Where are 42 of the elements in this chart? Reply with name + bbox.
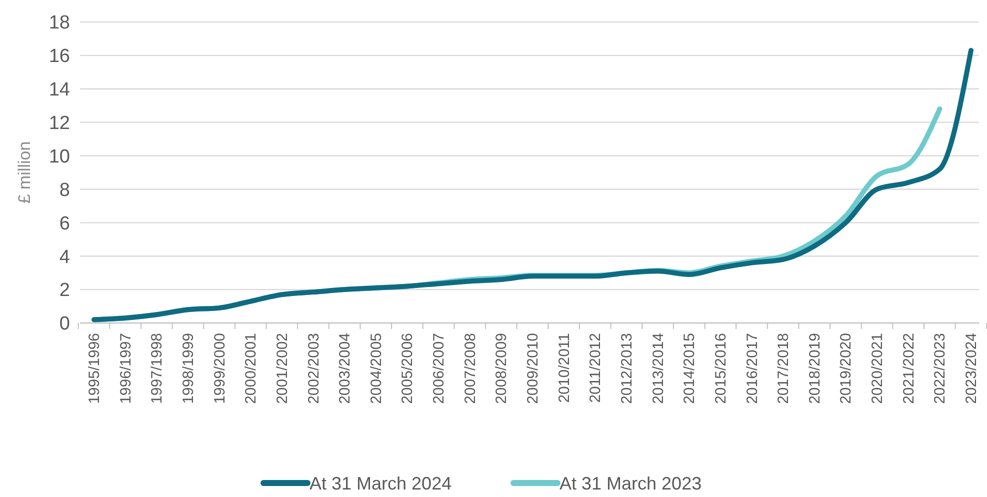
x-tick-label: 1996/1997 (117, 333, 134, 404)
x-tick-label: 2016/2017 (744, 333, 761, 404)
x-tick-label: 1997/1998 (148, 333, 166, 404)
y-axis-title: £ million (15, 141, 34, 204)
x-tick-label: 2006/2007 (430, 333, 448, 404)
x-tick-label: 2005/2006 (399, 333, 416, 404)
y-tick-label: 12 (48, 112, 70, 134)
y-tick-label: 4 (59, 246, 70, 268)
legend-label: At 31 March 2024 (310, 473, 452, 494)
x-tick-label: 2019/2020 (838, 333, 855, 404)
y-tick-label: 8 (59, 180, 70, 201)
x-tick-label: 2002/2003 (305, 333, 322, 404)
x-tick-label: 2017/2018 (775, 333, 792, 404)
y-tick-label: 6 (59, 213, 70, 234)
y-tick-label: 2 (59, 280, 70, 302)
x-tick-label: 2001/2002 (274, 333, 291, 404)
x-tick-label: 2022/2023 (932, 333, 949, 404)
x-tick-label: 1999/2000 (211, 333, 228, 404)
x-tick-label: 2004/2005 (368, 333, 385, 404)
x-tick-label: 2010/2011 (556, 333, 573, 403)
x-tick-label: 2012/2013 (618, 333, 636, 404)
x-tick-label: 2018/2019 (806, 333, 824, 404)
x-tick-label: 2014/2015 (681, 333, 698, 404)
y-tick-label: 16 (48, 46, 70, 68)
y-tick-label: 0 (59, 314, 70, 335)
x-tick-label: 2008/2009 (493, 333, 510, 404)
x-tick-label: 2015/2016 (712, 333, 730, 404)
x-tick-label: 2009/2010 (524, 333, 542, 404)
x-tick-label: 2021/2022 (900, 333, 918, 404)
x-tick-label: 2020/2021 (869, 333, 886, 404)
x-tick-label: 2013/2014 (650, 333, 667, 404)
x-tick-label: 2023/2024 (963, 333, 980, 404)
x-tick-label: 2003/2004 (336, 333, 354, 404)
x-tick-label: 2007/2008 (462, 333, 479, 404)
x-tick-label: 1995/1996 (86, 333, 103, 404)
y-tick-label: 10 (48, 146, 70, 168)
x-tick-label: 2011/2012 (587, 333, 604, 403)
x-tick-label: 1998/1999 (180, 333, 197, 404)
y-tick-label: 14 (48, 80, 70, 101)
x-tick-label: 2000/2001 (242, 333, 260, 404)
legend-label: At 31 March 2023 (560, 473, 702, 494)
y-tick-label: 18 (48, 12, 70, 34)
